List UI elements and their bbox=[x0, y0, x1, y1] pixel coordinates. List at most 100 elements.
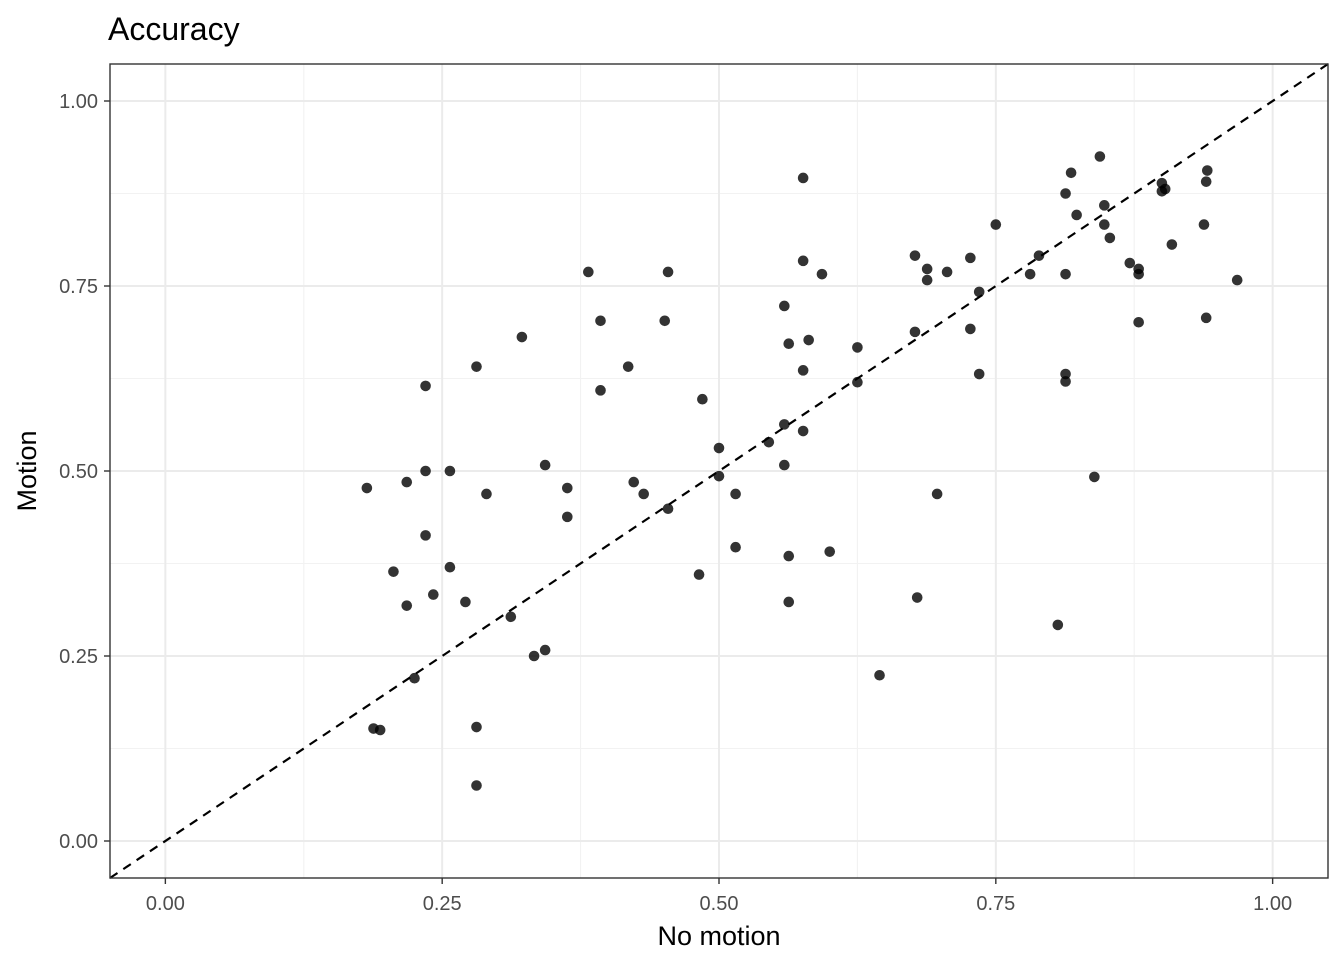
data-point bbox=[388, 566, 399, 577]
data-point bbox=[965, 323, 976, 335]
identity-reference-line bbox=[109, 63, 1329, 879]
data-point bbox=[1133, 316, 1144, 328]
data-point bbox=[941, 266, 953, 278]
data-point bbox=[713, 470, 725, 482]
y-tick-label: 1.00 bbox=[59, 91, 98, 113]
data-point bbox=[1071, 209, 1082, 221]
data-point bbox=[1065, 167, 1077, 179]
data-point bbox=[816, 268, 828, 280]
data-point bbox=[420, 530, 431, 541]
major-gridlines bbox=[110, 64, 1328, 878]
data-point bbox=[539, 459, 551, 471]
data-point bbox=[921, 274, 933, 286]
data-point bbox=[1089, 471, 1100, 483]
data-point bbox=[528, 650, 540, 662]
data-point bbox=[1200, 312, 1212, 324]
x-tick-label: 0.00 bbox=[146, 893, 185, 915]
data-point bbox=[1202, 165, 1213, 176]
x-tick-label: 0.25 bbox=[423, 893, 462, 915]
y-tick-label: 0.75 bbox=[59, 276, 98, 298]
data-point bbox=[401, 600, 413, 611]
data-point bbox=[659, 315, 671, 327]
data-point bbox=[595, 315, 606, 327]
chart-title: Accuracy bbox=[108, 11, 240, 47]
data-point bbox=[428, 589, 439, 600]
data-point bbox=[783, 550, 795, 562]
data-point bbox=[797, 172, 809, 184]
data-point bbox=[783, 338, 795, 350]
x-tick-label: 1.00 bbox=[1253, 893, 1292, 915]
data-point bbox=[909, 250, 921, 261]
data-point bbox=[874, 669, 885, 681]
data-point bbox=[909, 326, 921, 338]
data-point bbox=[797, 425, 809, 437]
data-point bbox=[444, 561, 456, 573]
data-point bbox=[420, 465, 431, 477]
data-point bbox=[783, 596, 795, 608]
data-point bbox=[697, 393, 708, 405]
data-point bbox=[539, 644, 551, 656]
data-point bbox=[1060, 368, 1071, 380]
data-point bbox=[911, 592, 923, 603]
data-point bbox=[444, 465, 456, 477]
data-point bbox=[505, 611, 517, 623]
data-point bbox=[779, 419, 790, 430]
y-axis-title: Motion bbox=[12, 430, 42, 511]
data-points bbox=[361, 151, 1243, 791]
data-point bbox=[1024, 268, 1036, 280]
data-point bbox=[824, 546, 836, 557]
data-point bbox=[779, 300, 790, 312]
data-point bbox=[409, 672, 420, 684]
data-point bbox=[713, 442, 725, 454]
x-tick-label: 0.75 bbox=[976, 893, 1015, 915]
data-point bbox=[595, 385, 606, 396]
x-axis-ticks: 0.00 0.25 0.50 0.75 1.00 bbox=[146, 878, 1292, 915]
data-point bbox=[1099, 200, 1110, 211]
data-point bbox=[1231, 274, 1243, 286]
data-point bbox=[1124, 257, 1136, 269]
data-point bbox=[1060, 188, 1071, 199]
x-axis-title: No motion bbox=[657, 921, 780, 951]
data-point bbox=[481, 488, 492, 500]
data-point bbox=[973, 286, 985, 298]
data-point bbox=[1052, 619, 1064, 631]
data-point bbox=[638, 488, 650, 500]
data-point bbox=[1033, 250, 1045, 261]
data-point bbox=[420, 380, 431, 392]
data-point bbox=[730, 488, 741, 500]
x-tick-label: 0.50 bbox=[700, 893, 739, 915]
data-point bbox=[374, 724, 386, 736]
y-tick-label: 0.00 bbox=[59, 831, 98, 853]
data-point bbox=[361, 482, 373, 494]
data-point bbox=[1060, 268, 1071, 280]
data-point bbox=[965, 252, 976, 264]
data-point bbox=[990, 219, 1002, 230]
data-point bbox=[1159, 183, 1171, 195]
data-point bbox=[1060, 376, 1071, 387]
data-point bbox=[622, 361, 634, 372]
data-point bbox=[1200, 176, 1212, 187]
data-point bbox=[1099, 219, 1110, 230]
y-axis-ticks: 0.00 0.25 0.50 0.75 1.00 bbox=[59, 91, 110, 853]
data-point bbox=[1094, 151, 1106, 162]
data-point bbox=[921, 263, 933, 275]
data-point bbox=[852, 376, 863, 388]
data-point bbox=[471, 721, 482, 733]
data-point bbox=[1166, 239, 1178, 250]
data-point bbox=[797, 255, 809, 267]
data-point bbox=[693, 569, 705, 580]
data-point bbox=[1198, 219, 1210, 230]
data-point bbox=[730, 541, 741, 553]
y-tick-label: 0.25 bbox=[59, 646, 98, 668]
y-tick-label: 0.50 bbox=[59, 461, 98, 483]
data-point bbox=[797, 365, 809, 376]
data-point bbox=[662, 266, 674, 278]
data-point bbox=[628, 476, 640, 488]
data-point bbox=[401, 476, 413, 488]
data-point bbox=[852, 342, 863, 353]
data-point bbox=[1133, 268, 1144, 280]
data-point bbox=[803, 334, 814, 346]
data-point bbox=[562, 482, 573, 494]
data-point bbox=[973, 368, 985, 380]
